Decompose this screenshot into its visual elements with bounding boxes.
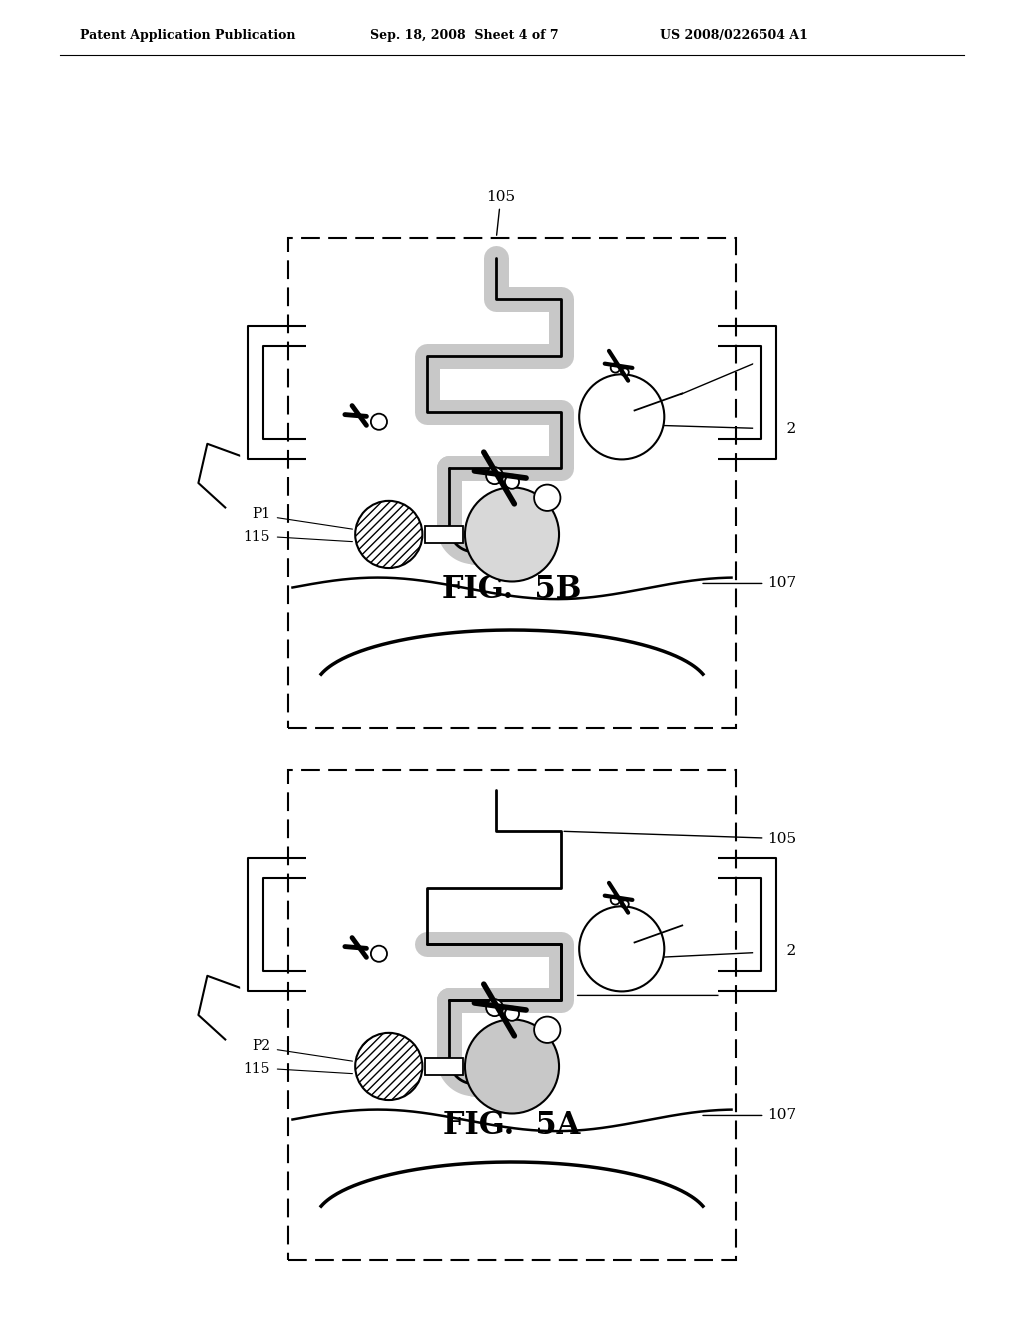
Text: 115: 115 [244, 1061, 270, 1076]
Circle shape [610, 363, 621, 372]
Text: Patent Application Publication: Patent Application Publication [80, 29, 296, 41]
Circle shape [580, 907, 665, 991]
Text: 115: 115 [244, 529, 270, 544]
Bar [425, 1057, 463, 1076]
Circle shape [355, 1032, 423, 1100]
Text: 112: 112 [660, 944, 797, 958]
Text: F: F [680, 348, 778, 395]
Text: FIG.  5A: FIG. 5A [443, 1110, 581, 1140]
Text: 107: 107 [702, 577, 797, 590]
Circle shape [535, 484, 560, 511]
Text: FIG.  5B: FIG. 5B [442, 574, 582, 606]
Circle shape [465, 1019, 559, 1114]
Text: P1: P1 [252, 507, 270, 521]
Circle shape [371, 413, 387, 430]
Circle shape [580, 375, 665, 459]
Text: 105: 105 [486, 190, 515, 235]
Bar [288, 238, 736, 729]
Circle shape [505, 475, 519, 488]
Circle shape [505, 1007, 519, 1020]
Circle shape [622, 900, 629, 908]
Text: P2: P2 [252, 1039, 270, 1053]
Circle shape [355, 500, 423, 568]
Circle shape [371, 945, 387, 962]
Text: 112: 112 [660, 422, 797, 436]
Text: US 2008/0226504 A1: US 2008/0226504 A1 [660, 29, 808, 41]
Text: F: F [578, 989, 778, 1002]
Bar [425, 525, 463, 544]
Circle shape [535, 1016, 560, 1043]
Bar [288, 770, 736, 1261]
Circle shape [486, 467, 503, 484]
Circle shape [465, 487, 559, 582]
Circle shape [622, 368, 629, 376]
Text: 105: 105 [564, 832, 797, 846]
Circle shape [610, 895, 621, 904]
Text: Sep. 18, 2008  Sheet 4 of 7: Sep. 18, 2008 Sheet 4 of 7 [370, 29, 559, 41]
Text: 107: 107 [702, 1109, 797, 1122]
Circle shape [486, 999, 503, 1016]
